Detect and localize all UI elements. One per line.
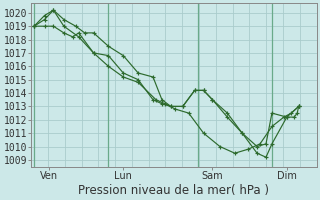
X-axis label: Pression niveau de la mer( hPa ): Pression niveau de la mer( hPa ) (78, 184, 269, 197)
